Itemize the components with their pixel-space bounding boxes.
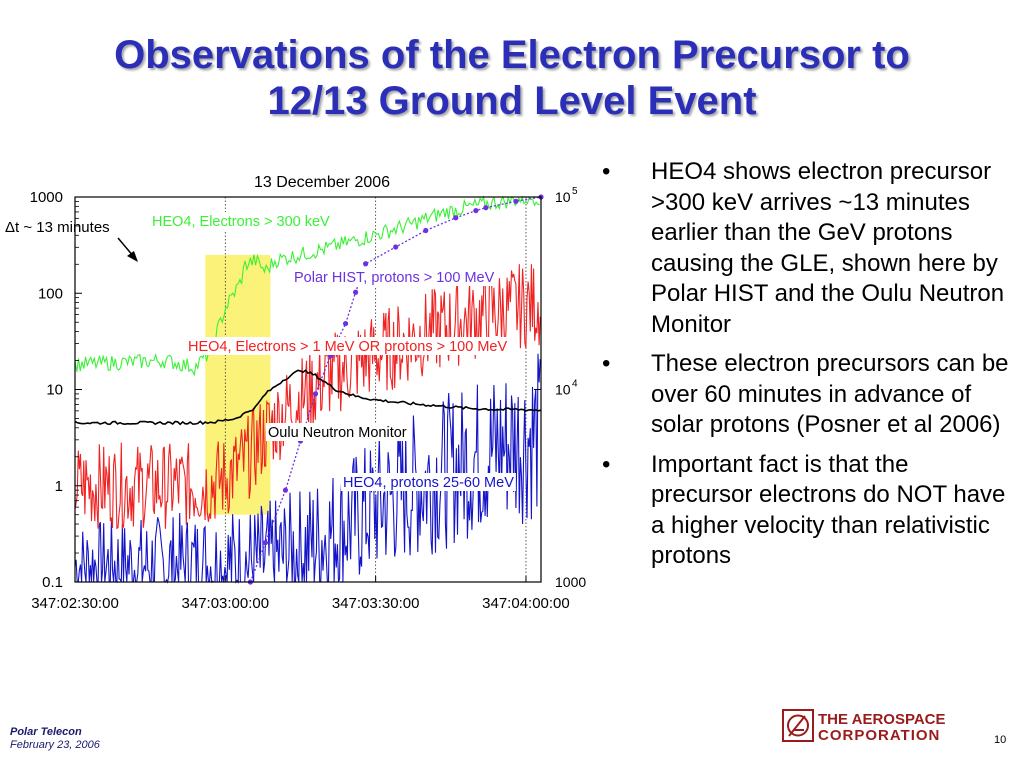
polar-hist-point <box>282 487 289 493</box>
polar-hist-point <box>312 391 319 397</box>
x-tick-label: 347:04:00:00 <box>482 595 570 612</box>
footer-title: Polar Telecon <box>10 726 82 738</box>
series-label: HEO4, Electrons > 300 keV <box>152 214 330 230</box>
footer: Polar Telecon February 23, 2006 <box>10 726 100 752</box>
series-label: Polar HIST, protons > 100 MeV <box>294 270 495 286</box>
title-line-1: Observations of the Electron Precursor t… <box>114 33 910 77</box>
polar-hist-line <box>249 196 542 583</box>
bullet-item: • HEO4 shows electron precursor >300 keV … <box>600 157 1015 340</box>
bullet-text: HEO4 shows electron precursor >300 keV a… <box>651 158 1005 338</box>
logo-emblem <box>782 709 814 742</box>
chart-texts: 347:02:30:00 347:03:00:00 347:03:30:00 347:… <box>5 174 586 612</box>
bullet-dot: • <box>602 350 611 377</box>
delta-t-annotation: Δt ~ 13 minutes <box>5 219 110 236</box>
polar-hist-point <box>473 207 479 214</box>
x-tick-label: 347:03:30:00 <box>332 595 420 612</box>
logo-line-1: THE AEROSPACE <box>818 711 946 728</box>
series-label: HEO4, Electrons > 1 MeV OR protons > 100… <box>188 339 507 355</box>
y-right-tick-exponent: 4 <box>572 379 578 390</box>
page-number: 10 <box>994 734 1007 746</box>
x-tick-label: 347:02:30:00 <box>31 595 119 612</box>
series-label: HEO4, protons 25-60 MeV <box>343 475 514 491</box>
series-label: Oulu Neutron Monitor <box>268 425 407 441</box>
bullet-dot: • <box>602 450 611 478</box>
polar-hist-point <box>393 244 399 250</box>
series-line <box>74 195 540 377</box>
polar-hist-point <box>262 540 269 546</box>
series-line <box>74 369 542 426</box>
logo-line-2: CORPORATION <box>818 727 940 744</box>
polar-hist-point <box>353 289 359 295</box>
title-line-2: 12/13 Ground Level Event <box>267 79 757 123</box>
shaded-interval <box>205 254 271 515</box>
y-left-tick-label: 1 <box>55 478 63 495</box>
series-label-bg <box>341 473 516 491</box>
grid-lines <box>224 197 527 582</box>
x-tick-label: 347:03:00:00 <box>182 595 270 612</box>
y-left-tick-label: 0.1 <box>42 574 63 591</box>
series-label-bg <box>266 423 409 441</box>
y-left-tick-label: 10 <box>46 382 63 399</box>
aerospace-logo: THE AEROSPACE CORPORATION <box>782 709 946 744</box>
polar-hist-point <box>483 205 489 211</box>
footer-date: February 23, 2006 <box>10 739 100 751</box>
polar-hist-point <box>513 198 519 204</box>
bullet-item: • Important fact is that the precursor el… <box>600 450 1015 572</box>
polar-hist-point <box>342 320 349 327</box>
y-left-tick-label: 1000 <box>30 189 63 206</box>
y-right-tick-exponent: 5 <box>572 186 578 197</box>
polar-hist-point <box>423 227 429 234</box>
slide-title: Observations of the Electron Precursor t… <box>0 32 1024 124</box>
y-left-tick-label: 100 <box>38 285 63 302</box>
series-line <box>74 353 541 584</box>
y-right-tick-label: 10 <box>555 382 571 398</box>
bullet-text: These electron precursors can be over 60… <box>651 350 1009 438</box>
bullet-text: Important fact is that the precursor ele… <box>651 450 1006 570</box>
event-chart: 347:02:30:00 347:03:00:00 347:03:30:00 347:… <box>5 174 586 612</box>
y-right-tick-label: 1000 <box>555 574 586 590</box>
logo-emblem-mark <box>788 715 806 737</box>
chart-title: 13 December 2006 <box>254 174 390 191</box>
y-right-tick-label: 10 <box>555 189 571 205</box>
series-label-bg <box>292 268 497 286</box>
polar-hist-point <box>363 261 369 267</box>
bullet-dot: • <box>602 158 611 185</box>
logo-emblem-ring <box>787 714 809 737</box>
polar-hist-point <box>453 215 459 221</box>
series-label-bg <box>186 337 510 355</box>
bullet-list: • HEO4 shows electron precursor >300 keV … <box>600 157 1015 581</box>
bullet-item: • These electron precursors can be over 6… <box>600 349 1015 441</box>
series-label-bg <box>150 212 332 230</box>
series-lines <box>74 195 542 584</box>
annotation-arrowhead <box>127 251 138 262</box>
axis-ticks <box>74 196 541 583</box>
